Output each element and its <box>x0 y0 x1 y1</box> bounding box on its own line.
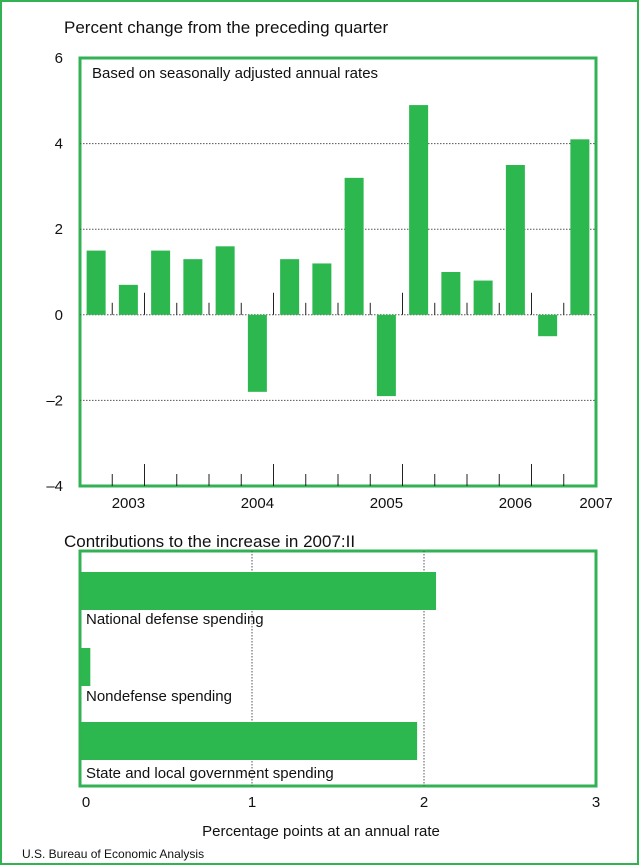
y-tick-label: 0 <box>55 307 63 324</box>
source-note: U.S. Bureau of Economic Analysis <box>22 847 205 861</box>
data-bar <box>81 648 91 686</box>
year-label: 2007 <box>579 495 612 512</box>
data-bar <box>505 165 525 315</box>
data-bar <box>280 259 300 315</box>
data-bar <box>86 250 106 315</box>
bar-category-label: Nondefense spending <box>86 688 232 705</box>
year-label: 2006 <box>499 495 532 512</box>
top-chart-title: Percent change from the preceding quarte… <box>64 18 389 37</box>
data-bar <box>247 314 267 392</box>
data-bar <box>570 139 590 315</box>
data-bar <box>409 105 429 315</box>
x-tick-label: 3 <box>592 794 600 811</box>
year-label: 2004 <box>241 495 274 512</box>
data-bar <box>538 314 558 337</box>
bar-category-label: State and local government spending <box>86 765 334 782</box>
bottom-plot-border <box>78 549 598 788</box>
x-tick-label: 1 <box>248 794 256 811</box>
y-tick-label: –4 <box>46 478 63 495</box>
data-bar <box>118 284 138 315</box>
x-axis-label: Percentage points at an annual rate <box>202 823 440 840</box>
data-bar <box>473 280 493 315</box>
y-tick-label: 6 <box>55 50 63 67</box>
year-label: 2005 <box>370 495 403 512</box>
data-bar <box>441 272 461 315</box>
bottom-chart-title: Contributions to the increase in 2007:II <box>64 532 356 551</box>
x-tick-label: 2 <box>420 794 428 811</box>
x-tick-label: 0 <box>82 794 90 811</box>
bar-category-label: National defense spending <box>86 611 264 628</box>
y-tick-label: 4 <box>55 136 63 153</box>
y-tick-label: –2 <box>46 392 63 409</box>
data-bar <box>312 263 332 315</box>
data-bar <box>376 314 396 397</box>
top-chart-subtitle: Based on seasonally adjusted annual rate… <box>92 65 378 82</box>
year-label: 2003 <box>112 495 145 512</box>
y-tick-label: 2 <box>55 221 63 238</box>
data-bar <box>344 177 364 315</box>
data-bar <box>81 722 418 760</box>
data-bar <box>81 572 437 610</box>
data-bar <box>215 246 235 315</box>
data-bar <box>151 250 171 315</box>
data-bar <box>183 259 203 315</box>
